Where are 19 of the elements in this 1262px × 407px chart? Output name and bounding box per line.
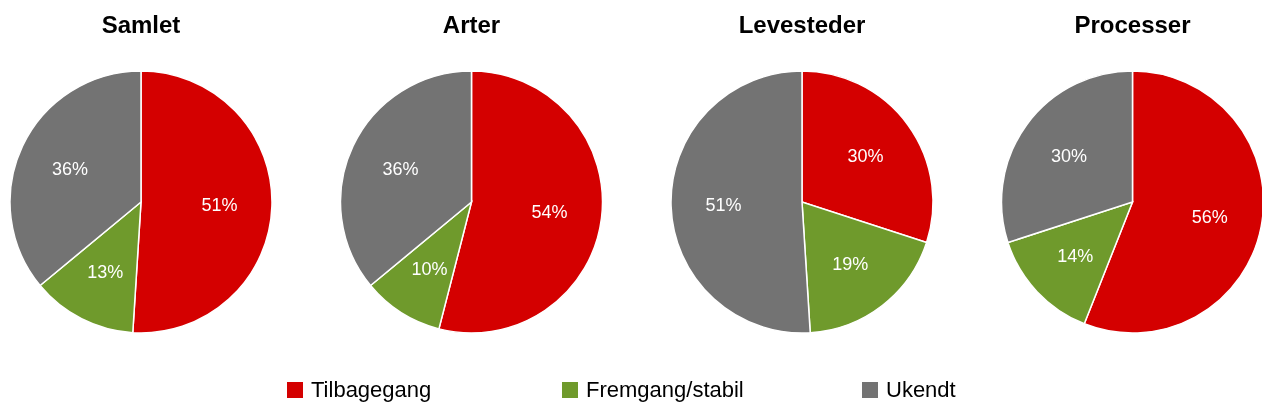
chart-title: Levesteder bbox=[738, 11, 866, 38]
data-label: 54% bbox=[531, 202, 568, 223]
legend-label: Tilbagegang bbox=[311, 377, 432, 402]
chart-title: Processer bbox=[1074, 11, 1191, 38]
data-label: 36% bbox=[51, 158, 88, 179]
chart-title: Samlet bbox=[101, 11, 181, 38]
data-label: 30% bbox=[1050, 146, 1087, 167]
data-label: 51% bbox=[705, 194, 742, 215]
data-label: 51% bbox=[201, 194, 238, 215]
legend-label: Ukendt bbox=[886, 377, 956, 402]
data-label: 14% bbox=[1057, 246, 1094, 267]
data-label: 36% bbox=[382, 158, 419, 179]
data-label: 30% bbox=[847, 146, 884, 167]
data-label: 56% bbox=[1191, 207, 1228, 228]
chart-title: Arter bbox=[442, 11, 501, 38]
data-label: 13% bbox=[87, 262, 124, 283]
data-label: 19% bbox=[832, 254, 869, 275]
data-label: 10% bbox=[411, 258, 448, 279]
legend-label: Fremgang/stabil bbox=[586, 377, 744, 402]
